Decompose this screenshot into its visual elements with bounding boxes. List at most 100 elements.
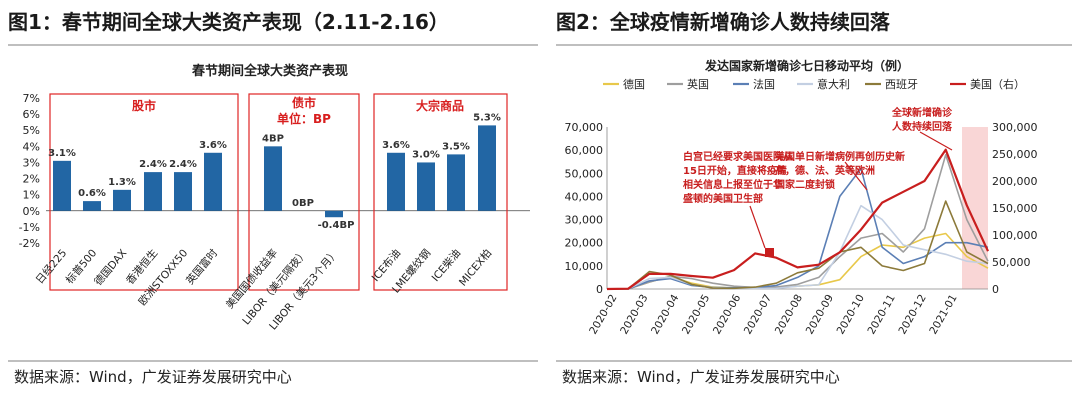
x-tick-label: 2020-08 [773, 293, 805, 337]
legend-label: 英国 [687, 77, 709, 91]
bar [264, 146, 282, 211]
annotation-marker [765, 248, 774, 257]
x-tick-label: 2020-02 [587, 293, 619, 337]
group-label-commodities: 大宗商品 [416, 98, 464, 113]
legend-entry: 西班牙 [865, 78, 918, 91]
right-heading-rule [556, 44, 1072, 46]
annotation-arrow [749, 205, 766, 249]
y-left-tick-label: 10,000 [565, 260, 604, 273]
y-right-tick-label: 200,000 [992, 175, 1038, 188]
annotation-arrow [844, 161, 868, 191]
annotation-arrow [919, 131, 953, 151]
annotation-text-3: 全球新增确诊人数持续回落 [891, 106, 953, 133]
y-tick-label: 3% [23, 156, 40, 169]
y-tick-label: 4% [23, 140, 40, 153]
bar-value-label: 1.3% [108, 177, 136, 188]
y-left-tick-label: 30,000 [565, 214, 604, 227]
y-right-tick-label: 50,000 [992, 256, 1031, 269]
bar [417, 162, 435, 211]
category-label: 英国富时 [183, 246, 220, 287]
bar-value-label: -0.4BP [318, 220, 355, 231]
x-tick-label: 2020-11 [866, 293, 898, 337]
legend-label: 美国（右） [970, 77, 1025, 91]
annotation-text-1: 白宫已经要求美国医院从 15日开始，直接将疫情相关信息上报至位于华盛顿的美国卫生部 [683, 150, 793, 205]
bar [83, 201, 101, 211]
y-tick-label: 2% [23, 173, 40, 186]
y-left-tick-label: 60,000 [565, 144, 604, 157]
x-tick-label: 2020-04 [649, 292, 681, 336]
x-tick-label: 2020-03 [618, 293, 650, 337]
legend-entry: 英国 [667, 77, 709, 91]
bar [387, 152, 405, 211]
group-unit-value: BP [313, 112, 331, 126]
bar [204, 152, 222, 211]
bar [113, 189, 131, 211]
bar-value-label: 3.1% [48, 148, 76, 159]
bar-value-label: 3.0% [412, 149, 440, 160]
legend-entry: 意大利 [797, 77, 850, 91]
group-unit-label: 单位：BP [277, 111, 331, 126]
shaded-period [962, 127, 988, 289]
y-right-tick-label: 100,000 [992, 229, 1038, 242]
series-line [606, 204, 989, 290]
y-tick-label: 6% [23, 108, 40, 121]
legend-entry: 法国 [733, 77, 775, 91]
annotation-text-2: 美国单日新增病例再创历史新高，德、法、英等欧洲国家二度封锁 [775, 150, 905, 191]
y-right-tick-label: 300,000 [992, 121, 1038, 134]
bar-value-label: 5.3% [473, 112, 501, 123]
y-right-tick-label: 150,000 [992, 202, 1038, 215]
legend-label: 意大利 [817, 77, 850, 91]
right-footer-rule [556, 360, 1072, 362]
bar-value-label: 3.6% [199, 140, 227, 151]
legend-label: 法国 [753, 77, 775, 91]
series-line [607, 154, 989, 290]
legend-label: 德国 [623, 77, 645, 91]
bar-chart-title: 春节期间全球大类资产表现 [191, 63, 348, 79]
y-tick-label: -1% [19, 221, 40, 234]
bar [325, 210, 343, 218]
y-left-tick-label: 40,000 [565, 190, 604, 203]
right-source-note: 数据来源：Wind，广发证券发展研究中心 [562, 368, 840, 386]
y-left-tick-label: 50,000 [565, 167, 604, 180]
bar [53, 160, 71, 211]
bar [478, 125, 496, 211]
legend-label: 西班牙 [885, 78, 918, 91]
bar-value-label: 3.6% [382, 140, 410, 151]
series-line [606, 200, 989, 290]
bar-chart: 春节期间全球大类资产表现 7% 6% 5% 4% 3% 2% 1% 0% -1% -2% 股市 债市单位… [19, 63, 530, 332]
group-box [248, 93, 360, 291]
bar-value-label: 3.5% [442, 141, 470, 152]
category-label: 日经225 [33, 247, 69, 287]
y-right-tick-label: 250,000 [992, 148, 1038, 161]
category-label: MICEX柏 [456, 247, 494, 289]
legend-entry: 美国（右） [950, 77, 1025, 91]
series-line [607, 167, 989, 290]
y-tick-label: -2% [19, 237, 40, 250]
bar-value-label: 2.4% [169, 159, 197, 170]
bar [174, 172, 192, 211]
x-tick-label: 2020-10 [835, 293, 867, 337]
bar-value-label: 0BP [292, 198, 314, 209]
left-heading-rule [8, 44, 538, 46]
x-tick-label: 2020-09 [804, 293, 836, 337]
y-left-tick-label: 0 [596, 283, 603, 296]
line-chart-title: 发达国家新增确诊七日移动平均（例） [704, 58, 909, 73]
legend-entry: 德国 [603, 77, 645, 91]
category-label: 德国DAX [92, 247, 130, 289]
line-chart: 发达国家新增确诊七日移动平均（例） 德国 英国 法国 意大利 西班牙 美国（右） 70,000… [565, 58, 1038, 337]
y-tick-label: 5% [23, 124, 40, 137]
right-panel-heading: 图2：全球疫情新增确诊人数持续回落 [556, 10, 890, 34]
bar-value-label: 2.4% [139, 159, 167, 170]
y-left-tick-label: 70,000 [565, 121, 604, 134]
x-tick-label: 2020-07 [742, 293, 774, 337]
y-tick-label: 1% [23, 189, 40, 202]
left-panel-heading: 图1：春节期间全球大类资产表现（2.11-2.16） [8, 10, 449, 34]
left-footer-rule [8, 360, 538, 362]
x-tick-label: 2020-05 [680, 293, 712, 337]
bar [447, 154, 465, 211]
bar-value-label: 4BP [262, 133, 284, 144]
group-label-stocks: 股市 [132, 98, 156, 113]
bar [144, 172, 162, 211]
y-left-tick-label: 20,000 [565, 237, 604, 250]
x-tick-label: 2020-06 [711, 292, 743, 336]
